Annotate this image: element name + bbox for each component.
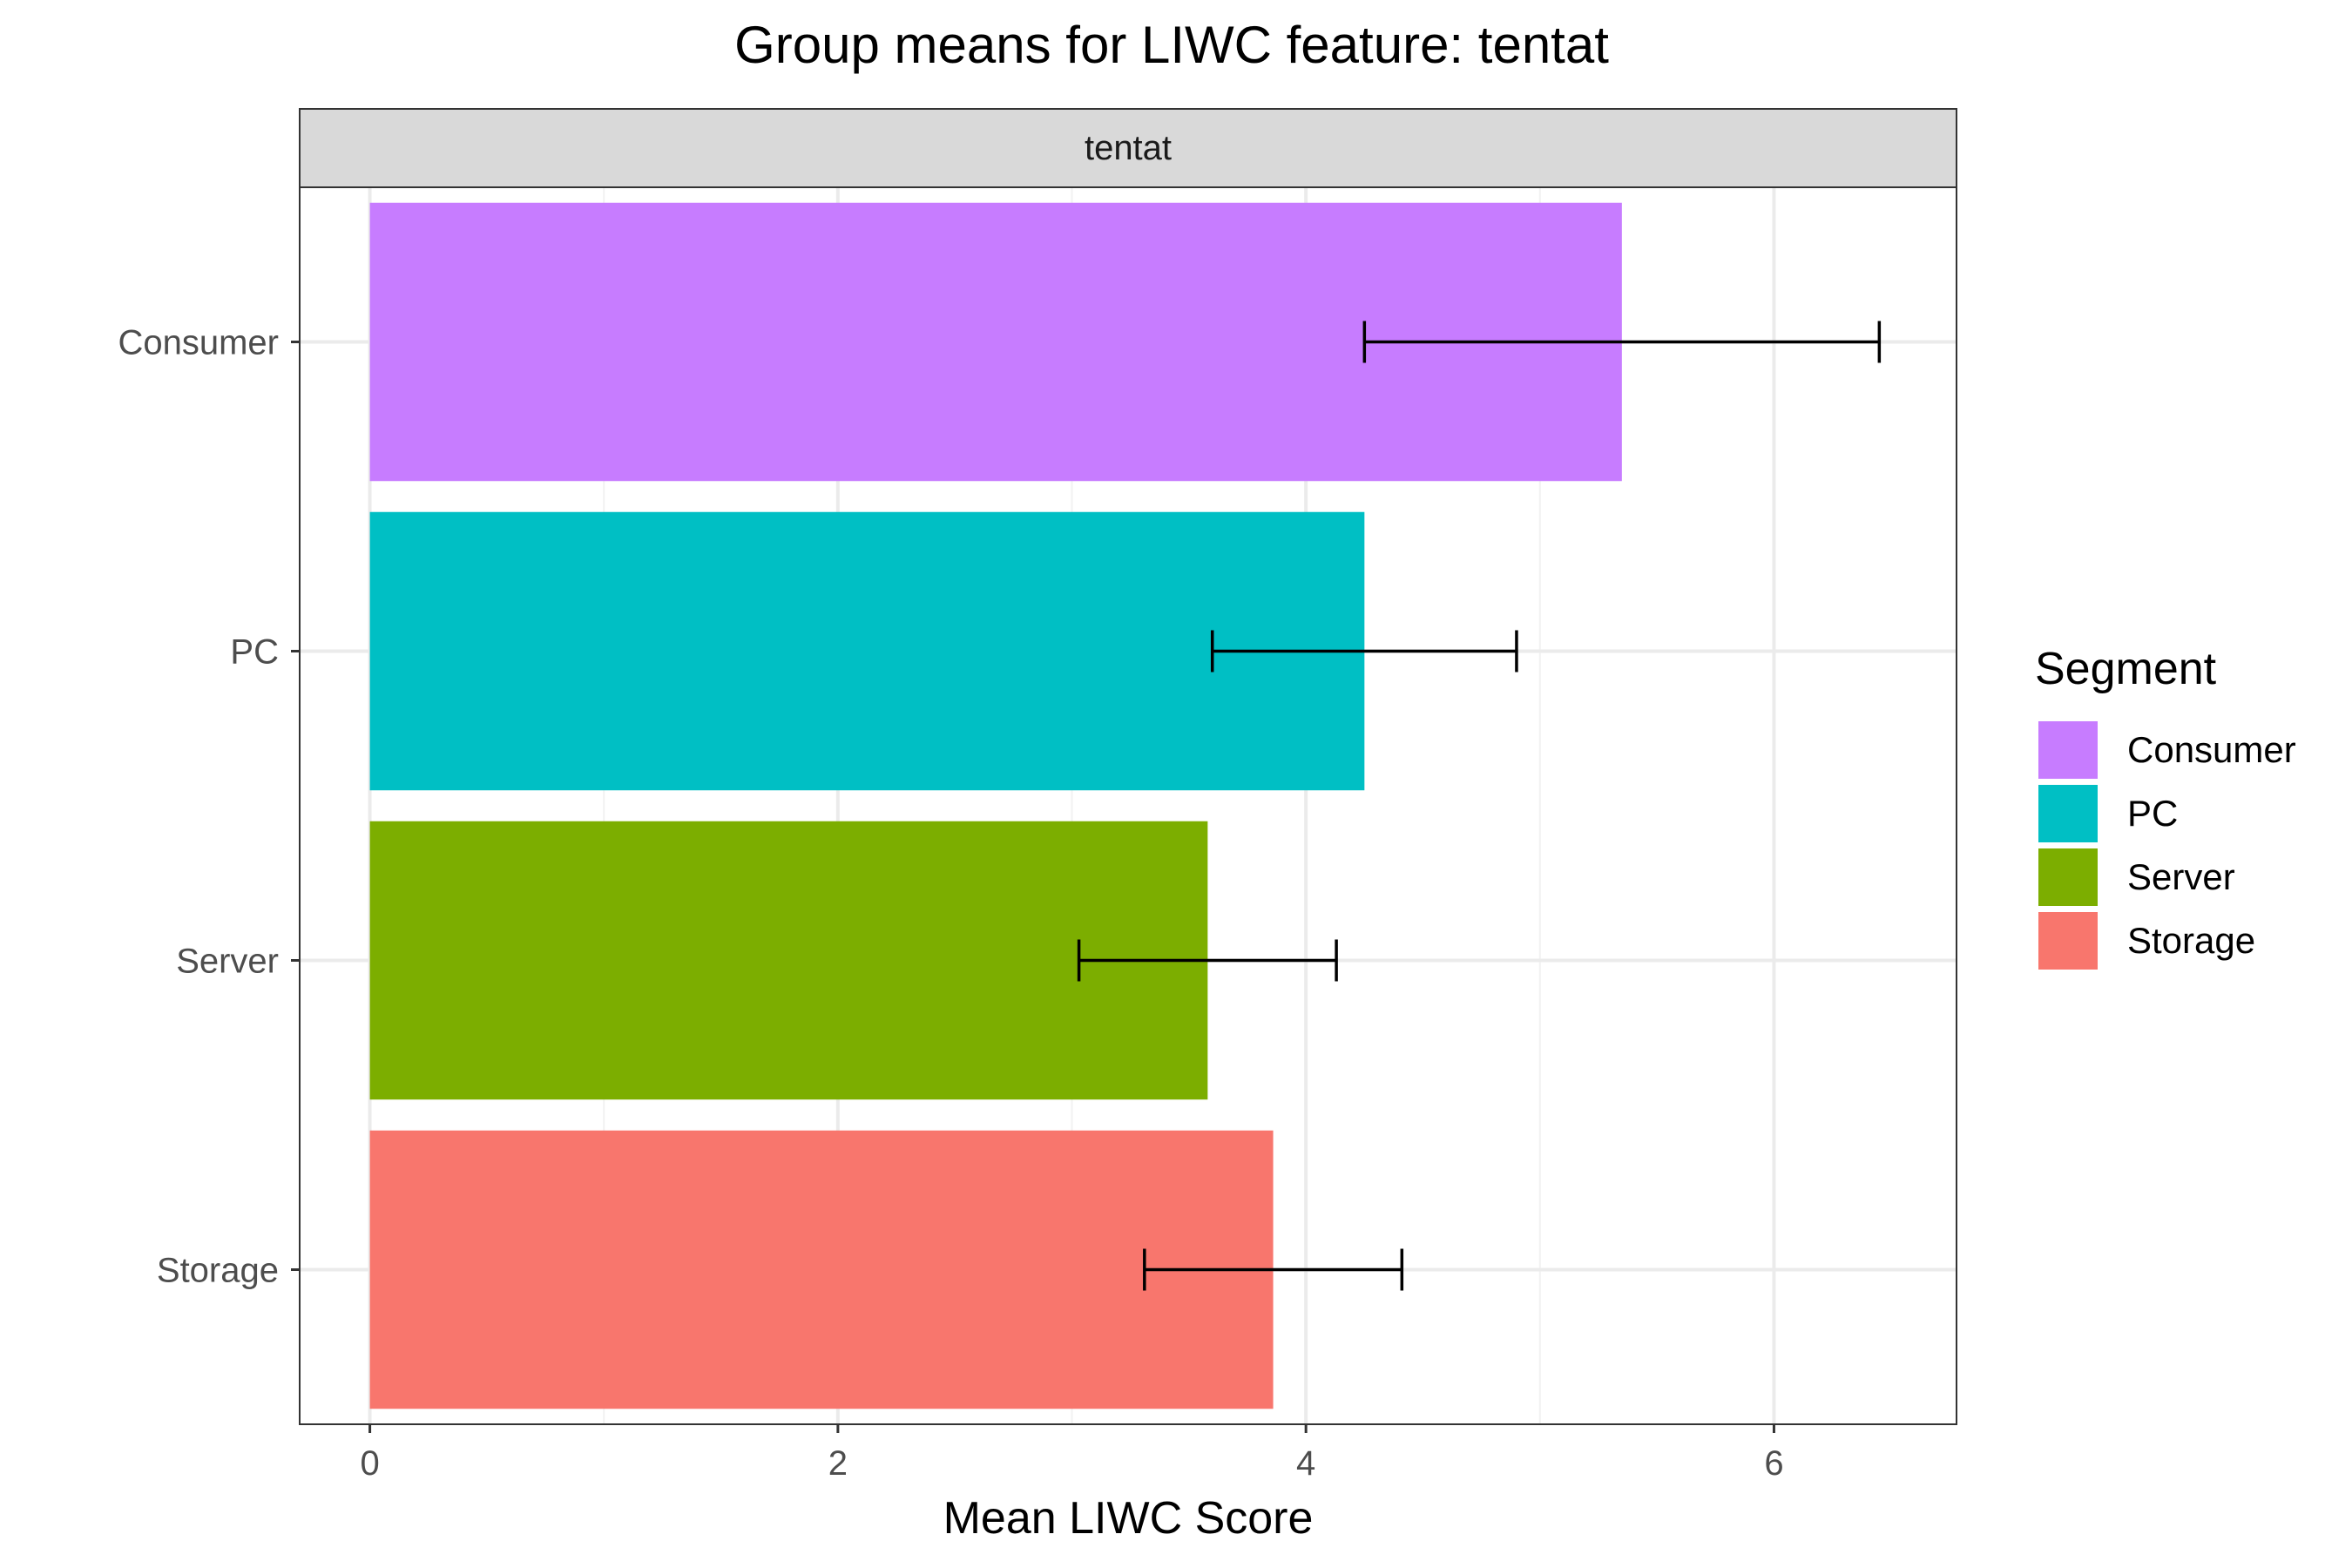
legend-key-server — [2038, 848, 2098, 906]
x-axis-title: Mean LIWC Score — [943, 1493, 1314, 1544]
y-tick-label: PC — [230, 633, 279, 672]
y-tick-label: Consumer — [118, 324, 279, 362]
x-tick-label: 4 — [1296, 1444, 1315, 1483]
bars — [369, 202, 1622, 1409]
x-tick-label: 0 — [360, 1444, 379, 1483]
legend: Segment Consumer PC Server Storage — [2035, 644, 2296, 970]
y-axis: Consumer PC Server Storage — [118, 324, 300, 1290]
legend-label: Storage — [2127, 920, 2255, 961]
legend-key-consumer — [2038, 721, 2098, 779]
legend-label: Consumer — [2127, 729, 2296, 770]
y-tick-label: Storage — [157, 1252, 279, 1290]
legend-label: PC — [2127, 793, 2178, 834]
x-axis: 0 2 4 6 — [360, 1424, 1784, 1483]
error-bars — [1077, 321, 1882, 1291]
facet-strip-label: tentat — [1085, 129, 1172, 167]
legend-title: Segment — [2035, 644, 2217, 694]
x-tick-label: 2 — [828, 1444, 848, 1483]
x-tick-label: 6 — [1764, 1444, 1783, 1483]
chart-title: Group means for LIWC feature: tentat — [734, 16, 1609, 74]
legend-label: Server — [2127, 856, 2235, 897]
legend-key-storage — [2038, 912, 2098, 970]
bar-pc — [369, 511, 1365, 791]
bar-server — [369, 821, 1208, 1100]
legend-key-pc — [2038, 785, 2098, 842]
plot-panel-border — [299, 186, 1957, 1425]
bar-storage — [369, 1130, 1274, 1409]
y-tick-label: Server — [176, 943, 279, 981]
facet-strip — [299, 108, 1957, 188]
